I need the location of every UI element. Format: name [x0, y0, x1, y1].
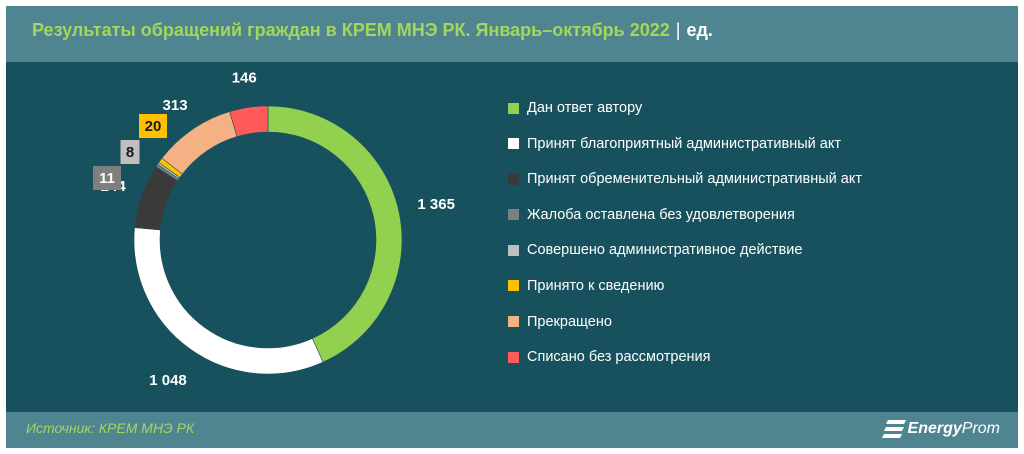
legend-item-3: Принят обременительный административный … [508, 169, 862, 189]
legend-item-7: Прекращено [508, 312, 862, 332]
chart-heading: Результаты обращений граждан в КРЕМ МНЭ … [32, 20, 713, 41]
legend-label: Совершено административное действие [527, 242, 803, 259]
legend-item-1: Дан ответ автору [508, 98, 862, 118]
legend-item-2: Принят благоприятный административный ак… [508, 134, 862, 154]
legend-swatch [508, 138, 519, 150]
legend-label: Принято к сведению [527, 277, 665, 294]
data-label-6: 20 [145, 118, 162, 135]
data-label-1: 1 365 [417, 196, 455, 213]
legend-label: Принят благоприятный административный ак… [527, 135, 842, 152]
data-label-5: 8 [126, 144, 134, 161]
legend-swatch [508, 316, 519, 328]
donut-slice-2 [133, 227, 324, 375]
unit-label: ед. [686, 20, 713, 40]
legend-label: Прекращено [527, 313, 612, 330]
legend-item-4: Жалоба оставлена без удовлетворения [508, 205, 862, 225]
data-label-box-6 [139, 114, 167, 138]
legend-swatch [508, 351, 519, 363]
legend-label: Принят обременительный административный … [527, 171, 863, 188]
header-band: Результаты обращений граждан в КРЕМ МНЭ … [6, 6, 1018, 62]
logo-text: EnergyProm [907, 420, 1000, 437]
chart-legend: Дан ответ автору Принят благоприятный адм… [508, 98, 862, 383]
data-label-box-4 [93, 166, 121, 190]
data-label-7: 313 [163, 97, 188, 114]
data-label-2: 1 048 [149, 372, 187, 389]
donut-slice-1 [267, 105, 403, 363]
legend-label: Жалоба оставлена без удовлетворения [527, 206, 795, 223]
legend-item-6: Принято к сведению [508, 276, 862, 296]
chart-title: Результаты обращений граждан в КРЕМ МНЭ … [32, 20, 670, 40]
logo-icon [881, 420, 906, 438]
source-note: Источник: КРЕМ МНЭ РК [26, 420, 195, 436]
data-label-4: 11 [99, 170, 115, 187]
chart-card: Результаты обращений граждан в КРЕМ МНЭ … [6, 6, 1018, 448]
donut-slice-8 [229, 105, 269, 137]
legend-label: Списано без рассмотрения [527, 349, 711, 366]
legend-item-8: Списано без рассмотрения [508, 347, 862, 367]
footer-band: Источник: КРЕМ МНЭ РК EnergyProm [6, 412, 1018, 448]
donut-slice-7 [161, 111, 238, 175]
data-label-box-5 [120, 140, 140, 164]
legend-swatch [508, 173, 519, 185]
title-separator: | [675, 20, 681, 40]
legend-swatch [508, 280, 519, 292]
energyprom-logo: EnergyProm [881, 418, 1000, 440]
legend-item-5: Совершено административное действие [508, 240, 862, 260]
data-label-8: 146 [232, 70, 257, 87]
legend-label: Дан ответ автору [527, 100, 643, 116]
legend-swatch [508, 244, 519, 256]
legend-swatch [508, 209, 519, 221]
legend-swatch [508, 102, 519, 114]
